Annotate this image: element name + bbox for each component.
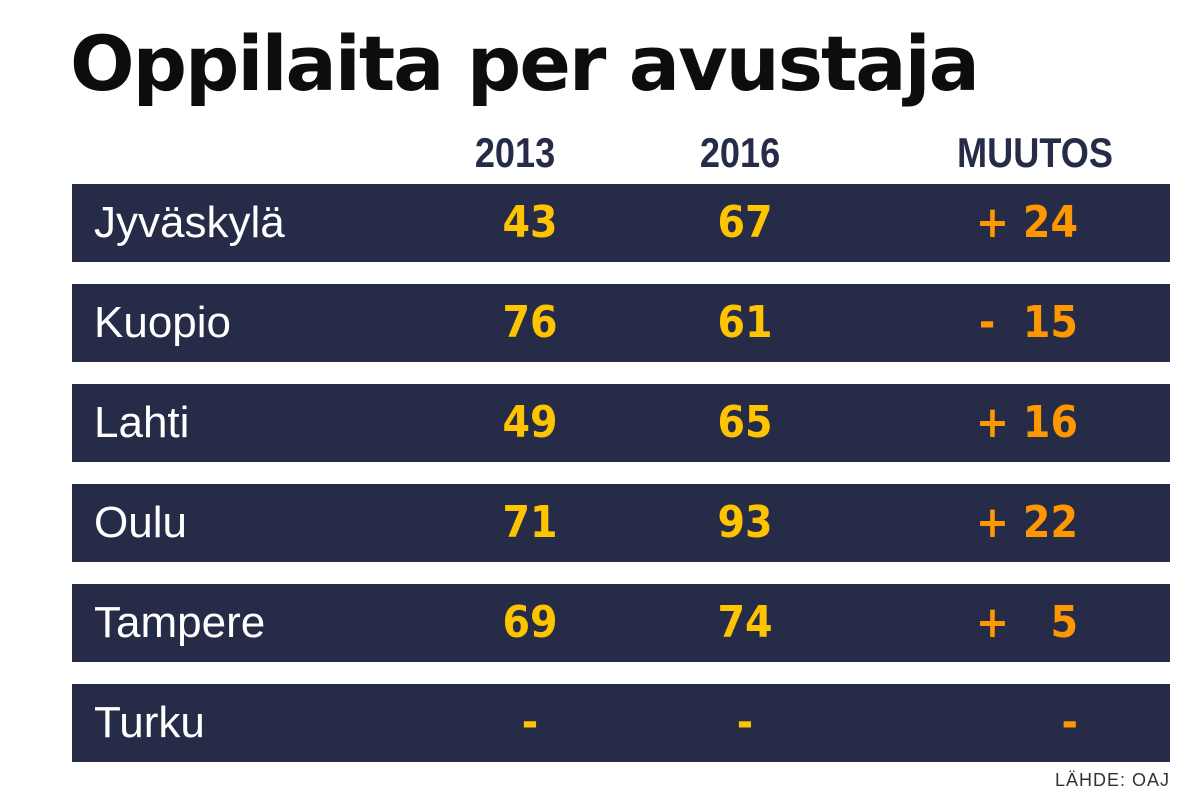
value-2013: 69 bbox=[502, 597, 558, 648]
value-2013: 49 bbox=[502, 397, 558, 448]
table-row: Lahti 49 65 + 16 bbox=[72, 384, 1170, 462]
column-header-2016: 2016 bbox=[699, 129, 781, 176]
change-value: + 5 bbox=[975, 597, 1078, 648]
data-table: Jyväskylä 43 67 + 24 Kuopio 76 61 - 15 L… bbox=[72, 184, 1170, 762]
column-header-change: MUUTOS bbox=[957, 129, 1113, 176]
source-note: LÄHDE: OAJ bbox=[1054, 770, 1170, 790]
change-value: + 22 bbox=[975, 497, 1078, 548]
chart-title: Oppilaita per avustaja bbox=[70, 19, 980, 108]
value-2016: 67 bbox=[717, 197, 773, 248]
city-label: Jyväskylä bbox=[94, 198, 285, 247]
value-2016: - bbox=[736, 697, 754, 748]
city-label: Tampere bbox=[94, 598, 266, 647]
column-header-2013: 2013 bbox=[474, 129, 556, 176]
city-label: Oulu bbox=[94, 498, 187, 547]
value-2013: - bbox=[521, 697, 539, 748]
value-2016: 65 bbox=[717, 397, 773, 448]
value-2013: 76 bbox=[502, 297, 558, 348]
change-value: - bbox=[1061, 697, 1078, 748]
table-row: Oulu 71 93 + 22 bbox=[72, 484, 1170, 562]
value-2013: 43 bbox=[502, 197, 558, 248]
value-2013: 71 bbox=[502, 497, 558, 548]
table-row: Tampere 69 74 + 5 bbox=[72, 584, 1170, 662]
change-value: - 15 bbox=[978, 297, 1078, 348]
city-label: Turku bbox=[94, 698, 205, 747]
change-value: + 16 bbox=[975, 397, 1078, 448]
table-row: Jyväskylä 43 67 + 24 bbox=[72, 184, 1170, 262]
table-row: Kuopio 76 61 - 15 bbox=[72, 284, 1170, 362]
city-label: Lahti bbox=[94, 398, 190, 447]
value-2016: 74 bbox=[717, 597, 773, 648]
value-2016: 61 bbox=[717, 297, 773, 348]
table-row: Turku - - - bbox=[72, 684, 1170, 762]
city-label: Kuopio bbox=[94, 298, 232, 347]
change-value: + 24 bbox=[975, 197, 1078, 248]
value-2016: 93 bbox=[717, 497, 773, 548]
